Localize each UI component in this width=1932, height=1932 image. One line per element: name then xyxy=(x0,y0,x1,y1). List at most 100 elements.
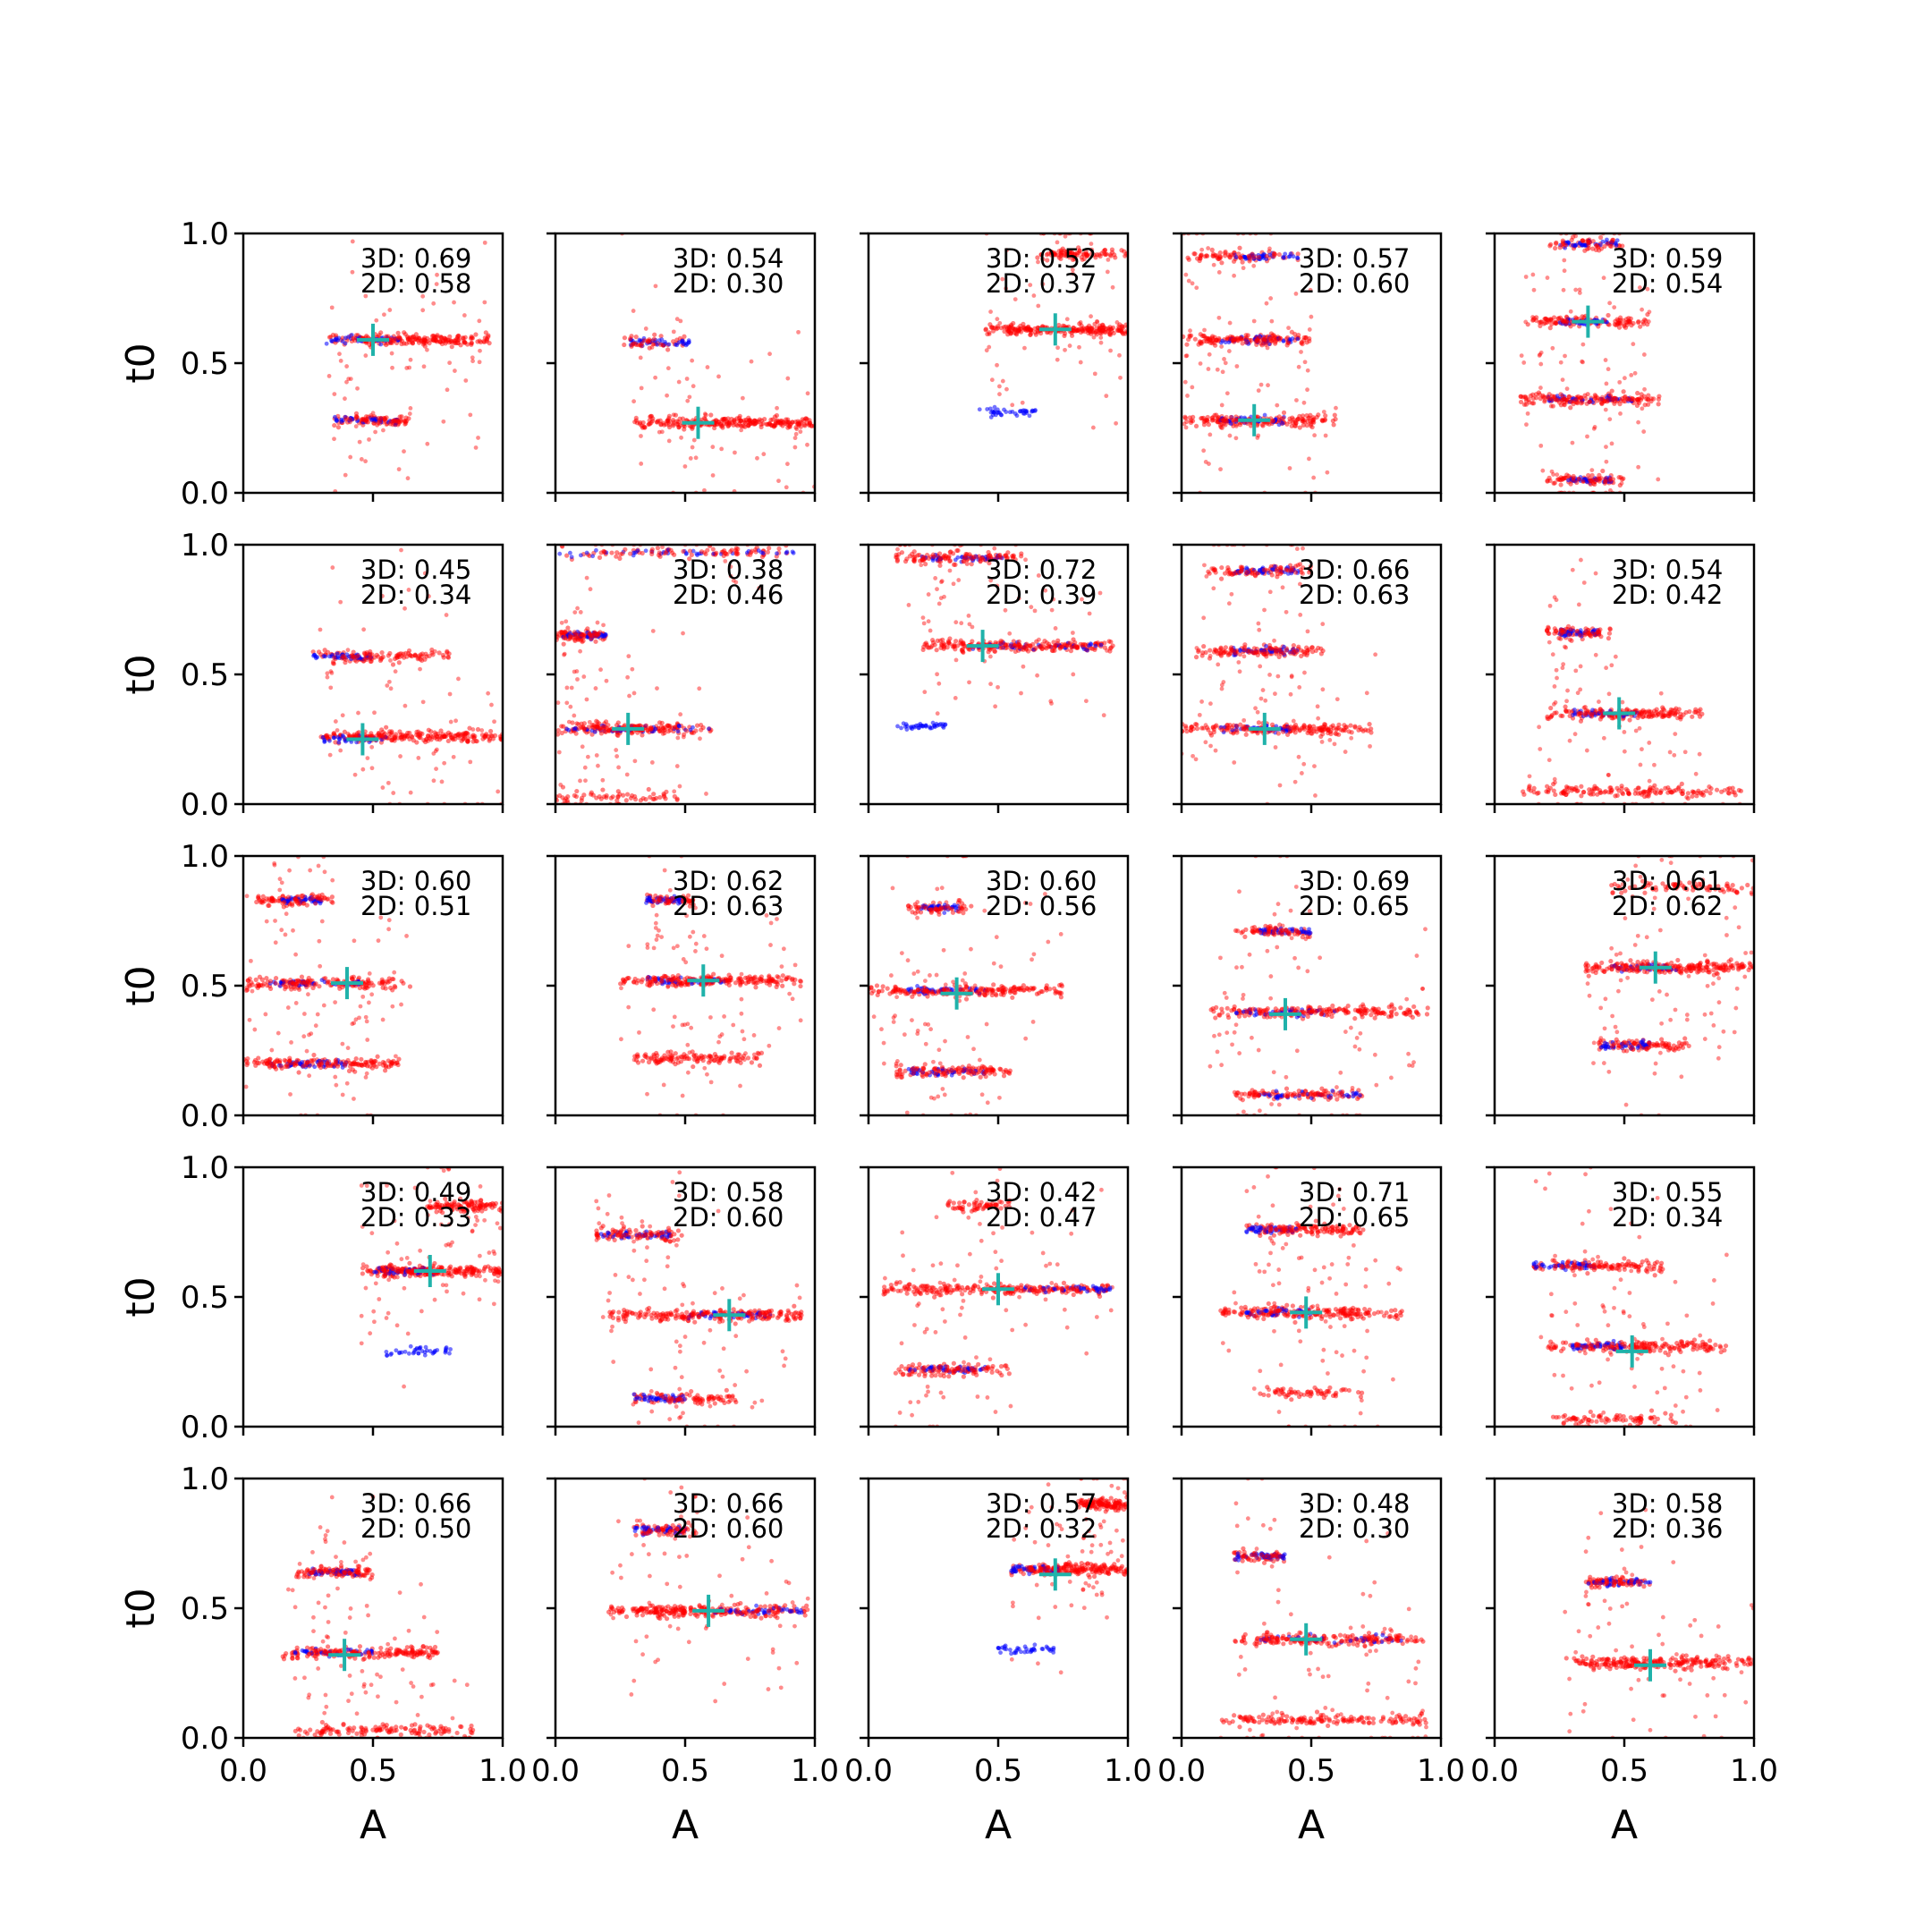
point-3d xyxy=(1259,343,1265,348)
point-3d xyxy=(1538,350,1544,355)
point-3d xyxy=(350,239,355,244)
point-3d xyxy=(987,560,992,566)
point-3d xyxy=(920,555,926,560)
point-3d xyxy=(1020,400,1025,405)
score-2d-label: 2D: 0.63 xyxy=(1299,580,1410,610)
score-2d-label: 2D: 0.46 xyxy=(673,580,784,610)
point-3d xyxy=(796,329,801,335)
point-3d xyxy=(1208,733,1215,738)
point-3d xyxy=(1307,456,1311,462)
point-3d xyxy=(1335,697,1340,702)
point-3d xyxy=(941,646,946,651)
point-3d xyxy=(953,639,959,644)
point-3d xyxy=(733,450,737,455)
point-3d xyxy=(351,336,356,342)
point-3d xyxy=(422,571,428,576)
point-3d xyxy=(562,652,566,657)
point-3d xyxy=(374,318,379,323)
point-3d xyxy=(1021,326,1028,333)
point-3d xyxy=(434,282,439,286)
point-3d xyxy=(1320,622,1326,627)
point-3d xyxy=(641,424,647,429)
point-3d xyxy=(373,429,377,435)
point-3d xyxy=(632,758,638,764)
point-3d xyxy=(1273,339,1278,344)
point-3d xyxy=(411,738,416,743)
point-3d xyxy=(453,718,459,724)
point-3d xyxy=(555,727,561,733)
point-3d xyxy=(1562,258,1567,263)
point-3d xyxy=(580,744,585,750)
point-3d xyxy=(1019,691,1023,696)
point-2d xyxy=(1291,254,1296,259)
point-3d xyxy=(995,324,1001,329)
point-3d xyxy=(1198,361,1203,366)
point-3d xyxy=(1266,383,1270,388)
point-3d xyxy=(1031,293,1037,298)
point-3d xyxy=(1110,284,1115,290)
point-3d xyxy=(733,580,739,585)
point-3d xyxy=(1577,291,1582,295)
point-3d xyxy=(798,424,803,429)
point-3d xyxy=(461,737,466,742)
point-3d xyxy=(1631,320,1636,326)
y-tick-label: 1.0 xyxy=(181,528,229,564)
point-3d xyxy=(1032,608,1038,614)
point-3d xyxy=(1216,270,1222,275)
point-3d xyxy=(939,579,945,584)
point-3d xyxy=(1327,737,1333,742)
point-3d xyxy=(356,710,360,716)
point-3d xyxy=(730,420,735,426)
score-3d-label: 3D: 0.66 xyxy=(1299,555,1410,585)
point-3d xyxy=(980,557,987,563)
point-3d xyxy=(1028,283,1033,287)
point-3d xyxy=(421,364,427,369)
point-3d xyxy=(671,419,676,425)
point-3d xyxy=(1607,393,1614,398)
point-3d xyxy=(1346,729,1352,734)
point-3d xyxy=(600,724,606,729)
point-3d xyxy=(1085,326,1091,333)
point-3d xyxy=(640,341,645,346)
point-3d xyxy=(389,351,394,356)
point-3d xyxy=(488,728,494,734)
point-3d xyxy=(1609,239,1614,244)
point-3d xyxy=(677,784,682,789)
point-2d xyxy=(1295,336,1301,342)
point-3d xyxy=(1204,253,1209,258)
point-3d xyxy=(1277,783,1283,788)
point-3d xyxy=(614,754,620,758)
point-3d xyxy=(1557,315,1563,320)
point-3d xyxy=(426,739,430,743)
point-3d xyxy=(397,414,402,419)
point-3d xyxy=(1241,646,1247,651)
point-3d xyxy=(672,789,677,794)
point-3d xyxy=(1595,395,1600,401)
point-3d xyxy=(1607,417,1613,422)
point-3d xyxy=(761,452,767,457)
point-3d xyxy=(1607,301,1613,306)
point-3d xyxy=(497,733,503,739)
point-3d xyxy=(1224,650,1231,656)
point-3d xyxy=(1058,250,1063,257)
point-3d xyxy=(445,655,452,660)
point-3d xyxy=(1605,242,1610,247)
point-3d xyxy=(665,393,669,398)
point-3d xyxy=(1301,419,1306,424)
point-3d xyxy=(1343,750,1348,754)
point-3d xyxy=(481,339,487,345)
point-2d xyxy=(1010,409,1015,414)
point-3d xyxy=(912,554,918,559)
point-3d xyxy=(1296,364,1301,369)
point-3d xyxy=(1229,648,1234,654)
point-3d xyxy=(984,348,989,353)
point-3d xyxy=(1281,650,1286,656)
point-3d xyxy=(1208,648,1213,653)
point-3d xyxy=(1194,726,1200,732)
point-3d xyxy=(325,674,330,680)
point-3d xyxy=(390,336,396,342)
point-3d xyxy=(1336,722,1342,727)
point-3d xyxy=(1218,467,1223,472)
point-3d xyxy=(758,424,764,430)
